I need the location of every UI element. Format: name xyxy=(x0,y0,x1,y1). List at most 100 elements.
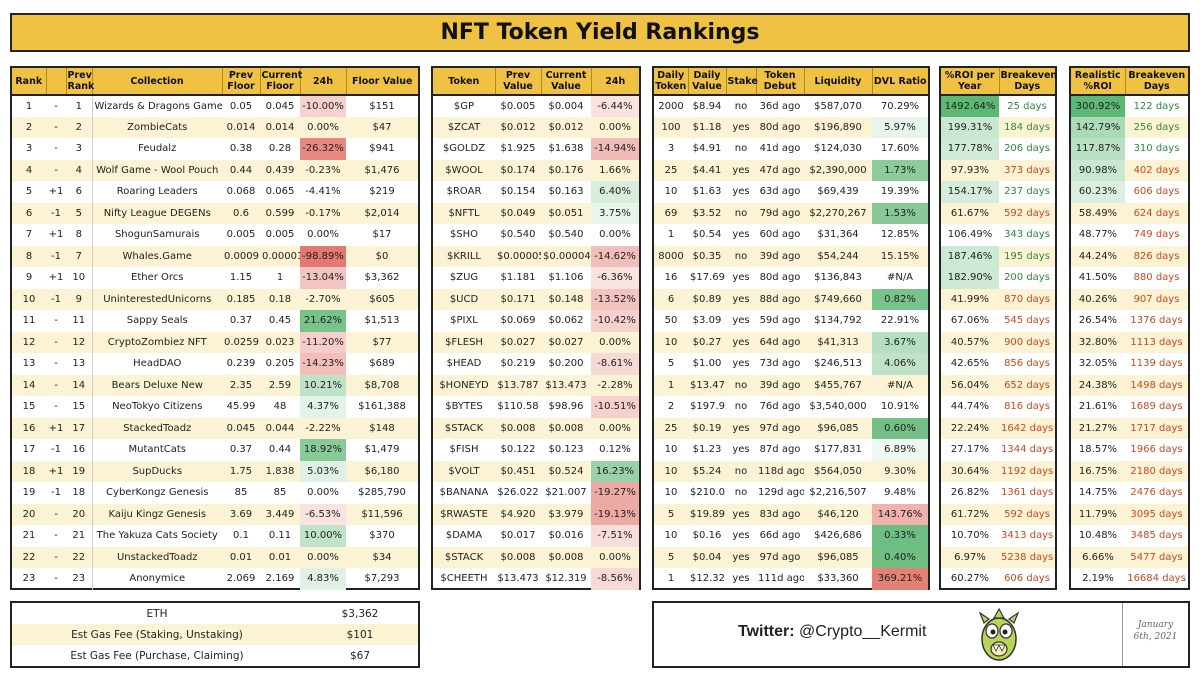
change-24h-cell: -7.51% xyxy=(591,525,639,547)
change-24h-cell: 10.21% xyxy=(300,374,346,396)
daily-value-cell: $0.04 xyxy=(688,546,726,568)
stake-cell: no xyxy=(734,487,748,499)
rank-cell: 8 xyxy=(12,245,46,267)
liquidity-cell: $69,439 xyxy=(817,186,859,198)
liquidity-cell: $2,270,267 xyxy=(804,202,872,224)
change-24h-cell: -2.70% xyxy=(300,288,346,310)
daily-value-cell: $1.00 xyxy=(692,358,722,370)
rank-change-cell: - xyxy=(46,503,66,525)
change-24h-cell: -0.23% xyxy=(300,159,346,181)
table-row: 182.90% 200 days xyxy=(941,267,1055,289)
token-symbol-cell: $WOOL xyxy=(433,159,495,181)
eth-gas-summary: ETH $3,362 Est Gas Fee (Staking, Unstaking… xyxy=(10,601,420,668)
roi-per-year-cell: 44.74% xyxy=(950,401,990,413)
dvl-ratio-cell: 1.73% xyxy=(872,159,928,181)
stake-cell: yes xyxy=(726,288,756,310)
dvl-ratio-cell: 3.67% xyxy=(872,331,928,353)
rank-cell: 4 xyxy=(12,159,46,181)
breakeven-days-cell: 3485 days xyxy=(1130,530,1183,542)
rank-change-cell: - xyxy=(46,546,66,568)
token-symbol-cell: $BYTES xyxy=(445,401,483,413)
breakeven-days-cell: 256 days xyxy=(1125,116,1188,138)
table-row: 10 $5.24 no 118d ago $564,050 9.30% xyxy=(654,460,928,482)
table-row: $HONEYD $13.787 $13.473 -2.28% xyxy=(433,374,639,396)
realistic-roi-table: Realistic %ROI Breakeven Days 300.92% 122 … xyxy=(1071,68,1188,590)
roi-per-year-cell: 61.67% xyxy=(941,202,999,224)
prev-rank-cell: 9 xyxy=(66,288,92,310)
collection-name-cell: Wizards & Dragons Game xyxy=(91,95,222,117)
breakeven-days-cell: 237 days xyxy=(1004,186,1050,198)
realistic-roi-cell: 44.24% xyxy=(1071,245,1125,267)
prev-rank-cell: 17 xyxy=(66,417,92,439)
realistic-roi-cell: 10.48% xyxy=(1078,530,1118,542)
table-row: $FLESH $0.027 $0.027 0.00% xyxy=(433,331,639,353)
floor-value-cell: $0 xyxy=(346,245,418,267)
column-header: Daily Token xyxy=(654,68,689,96)
current-value-cell: $0.012 xyxy=(541,116,591,138)
table-row: 26.54% 1376 days xyxy=(1071,310,1188,332)
roi-per-year-cell: 60.27% xyxy=(950,573,990,585)
prev-value-cell: $0.154 xyxy=(500,186,536,198)
dvl-ratio-cell: 1.53% xyxy=(872,202,928,224)
liquidity-cell: $46,120 xyxy=(804,503,872,525)
prev-value-cell: $0.174 xyxy=(495,159,541,181)
current-floor-cell: 0.01 xyxy=(260,546,300,568)
daily-value-cell: $4.41 xyxy=(688,159,726,181)
table-row: 32.80% 1113 days xyxy=(1071,331,1188,353)
rank-change-cell: -1 xyxy=(46,288,66,310)
current-value-cell: $1.106 xyxy=(548,272,584,284)
roi-per-year-cell: 56.04% xyxy=(941,374,999,396)
column-header: Realistic %ROI xyxy=(1071,68,1126,96)
table-row: 3 - 3 Feudalz 0.38 0.28 -26.32% $941 xyxy=(12,138,418,160)
rank-cell: 19 xyxy=(22,487,36,499)
collection-name-cell: Wolf Game - Wool Pouch xyxy=(91,159,222,181)
prev-value-cell: $0.122 xyxy=(500,444,536,456)
floor-value-cell: $161,388 xyxy=(358,401,406,413)
stake-cell: yes xyxy=(726,417,756,439)
breakeven-days-cell: 200 days xyxy=(1004,272,1050,284)
table-row: 300.92% 122 days xyxy=(1071,95,1188,117)
roi-per-year-cell: 41.99% xyxy=(941,288,999,310)
breakeven-days-cell: 1344 days xyxy=(1001,444,1054,456)
column-header: Daily Value xyxy=(688,68,727,96)
table-row: 2000 $8.94 no 36d ago $587,070 70.29% xyxy=(654,95,928,117)
twitter-credit[interactable]: Twitter: @Crypto__Kermit xyxy=(738,623,926,641)
breakeven-days-cell: 816 days xyxy=(1004,401,1050,413)
daily-token-cell: 100 xyxy=(654,116,688,138)
table-row: 14-14 Bears Deluxe New 2.35 2.59 10.21% $8,70… xyxy=(12,374,418,396)
change-24h-cell: -0.17% xyxy=(300,202,346,224)
daily-token-cell: 6 xyxy=(654,288,688,310)
daily-token-cell: 3 xyxy=(667,143,675,155)
rank-cell: 15 xyxy=(22,401,36,413)
table-row: $UCD $0.171 $0.148 -13.52% xyxy=(433,288,639,310)
summary-value: $101 xyxy=(302,624,418,645)
breakeven-days-cell: 856 days xyxy=(1004,358,1050,370)
table-row: 117.87% 310 days xyxy=(1071,138,1188,160)
change-24h-cell: 16.23% xyxy=(591,460,639,482)
table-row: 61.67% 592 days xyxy=(941,202,1055,224)
change-24h-cell: -98.89% xyxy=(300,245,346,267)
daily-value-cell: $197.92 xyxy=(690,401,726,413)
daily-value-cell: $13.47 xyxy=(688,374,726,396)
dvl-ratio-cell: 9.30% xyxy=(872,460,928,482)
prev-value-cell: $0.219 xyxy=(500,358,536,370)
change-24h-cell: -8.56% xyxy=(591,568,639,590)
table-row: 97.93% 373 days xyxy=(941,159,1055,181)
token-symbol-cell: $ZUG xyxy=(449,272,479,284)
rank-cell: 6 xyxy=(12,202,46,224)
breakeven-days-cell: 122 days xyxy=(1133,100,1180,112)
table-row: 10.70% 3413 days xyxy=(941,525,1055,547)
prev-floor-cell: 0.0009 xyxy=(222,245,260,267)
table-row: $STACK $0.008 $0.008 0.00% xyxy=(433,546,639,568)
breakeven-days-cell: 25 days xyxy=(1007,100,1047,112)
rank-change-cell: - xyxy=(46,159,66,181)
roi-table-panel: %ROI per Year Breakeven Days 1492.64% 25 d… xyxy=(939,66,1057,590)
token-symbol-cell: $GOLDZ xyxy=(442,143,486,155)
table-row: 2 $197.92 no 76d ago $3,540,000 10.91% xyxy=(654,396,928,418)
collection-name-cell: CryptoZombiez NFT xyxy=(91,331,222,353)
table-row: $DAMA $0.017 $0.016 -7.51% xyxy=(433,525,639,547)
floor-value-cell: $11,596 xyxy=(346,503,418,525)
collection-name-cell: Roaring Leaders xyxy=(91,181,222,203)
change-24h-cell: 0.00% xyxy=(599,229,631,241)
prev-floor-cell: 0.6 xyxy=(222,202,260,224)
